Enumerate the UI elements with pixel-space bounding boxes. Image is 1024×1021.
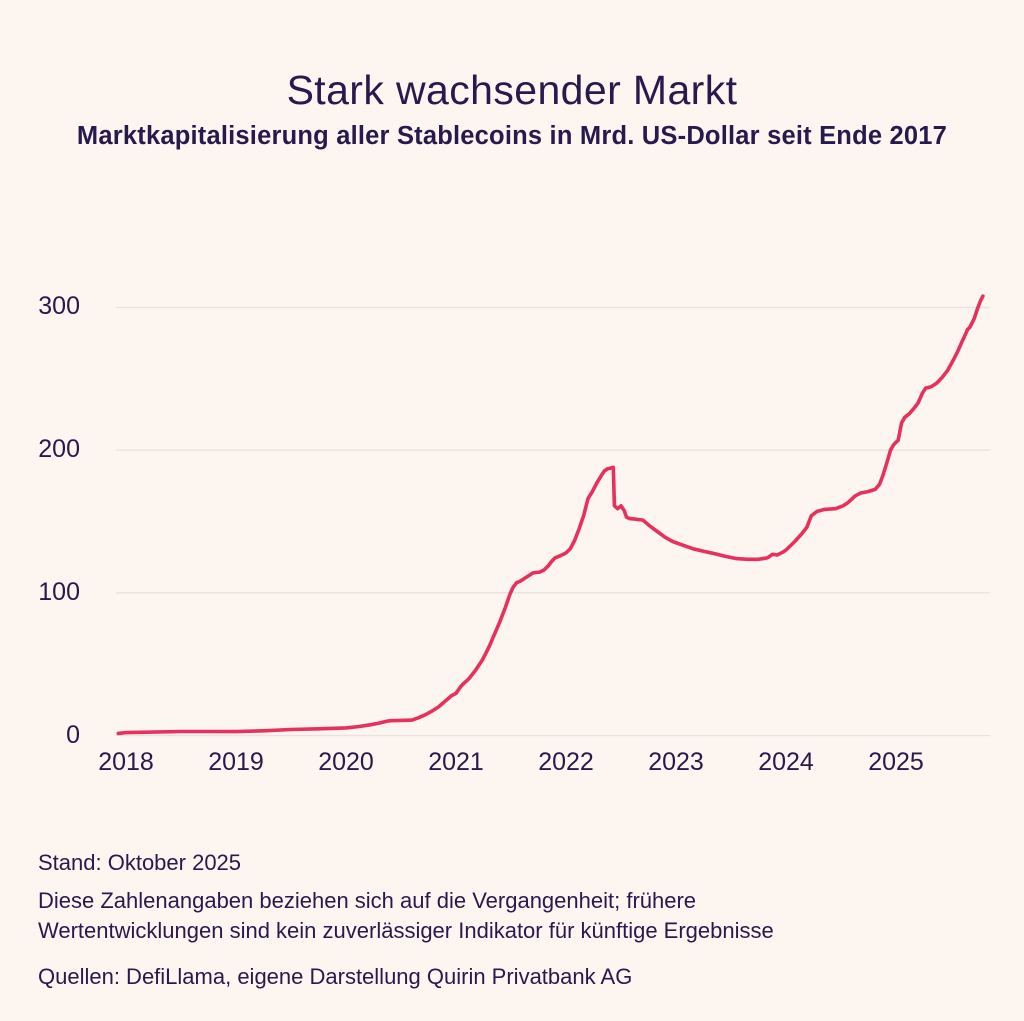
page-title: Stark wachsender Markt <box>286 67 738 114</box>
x-tick-label-2021: 2021 <box>428 748 484 776</box>
marketcap-series-line <box>116 294 985 736</box>
disclaimer-line: Diese Zahlenangaben beziehen sich auf di… <box>38 888 697 913</box>
x-tick-label-2020: 2020 <box>318 748 374 776</box>
y-tick-label-0: 0 <box>66 720 80 749</box>
as-of-date-note: Stand: Oktober 2025 <box>38 850 242 875</box>
x-tick-label-2018: 2018 <box>98 748 154 776</box>
x-tick-label-2022: 2022 <box>538 748 594 776</box>
footer-notes: Stand: Oktober 2025 Diese Zahlenangaben … <box>38 848 774 992</box>
sources-note: Quellen: DefiLlama, eigene Darstellung Q… <box>38 964 633 989</box>
y-tick-label-100: 100 <box>38 577 80 606</box>
disclaimer-line: Wertentwicklungen sind kein zuverlässige… <box>38 918 774 943</box>
x-tick-label-2023: 2023 <box>648 748 704 776</box>
disclaimer-note: Diese Zahlenangaben beziehen sich auf di… <box>38 886 774 946</box>
x-tick-label-2025: 2025 <box>868 748 924 776</box>
y-tick-label-200: 200 <box>38 435 80 464</box>
x-tick-label-2019: 2019 <box>208 748 264 776</box>
page-subtitle: Marktkapitalisierung aller Stablecoins i… <box>76 122 948 151</box>
x-tick-label-2024: 2024 <box>758 748 814 776</box>
y-tick-label-300: 300 <box>38 292 80 321</box>
